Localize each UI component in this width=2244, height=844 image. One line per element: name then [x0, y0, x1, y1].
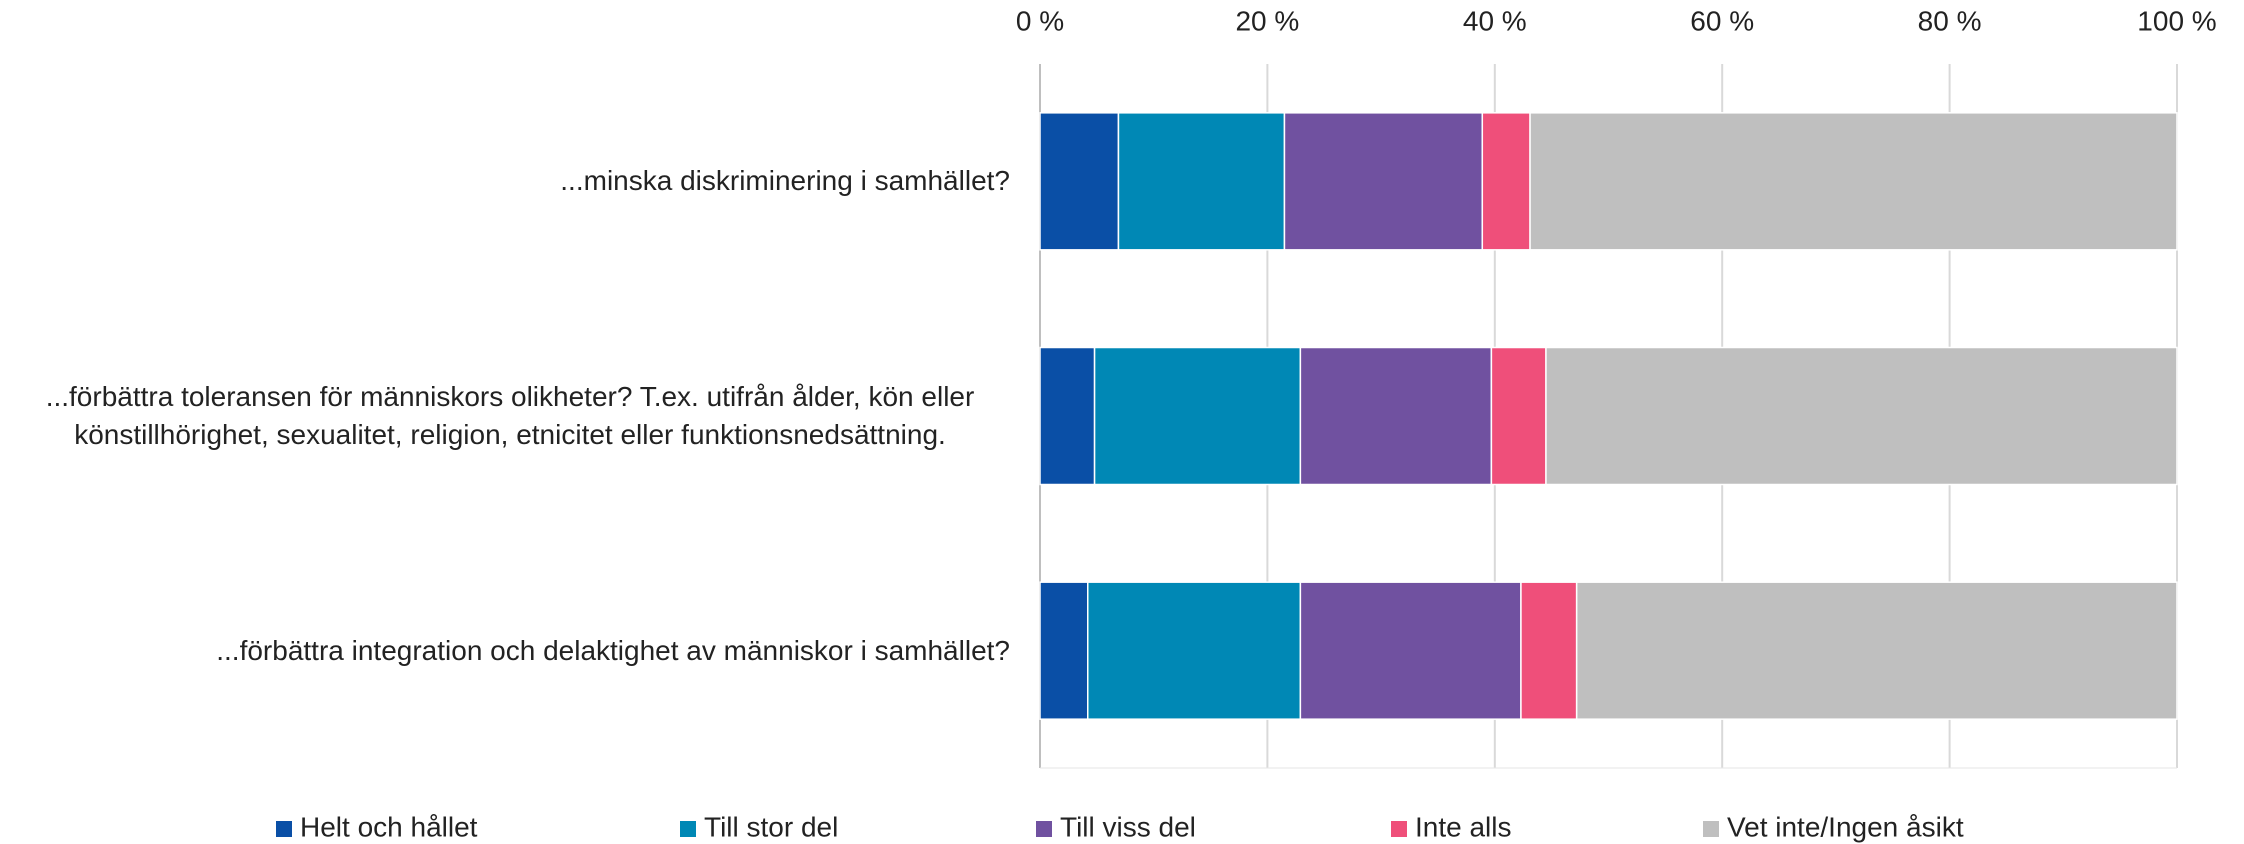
bar-segment	[1283, 112, 1484, 251]
bar-segment	[1520, 581, 1578, 720]
legend-label: Helt och hållet	[300, 811, 478, 842]
bar-segment	[1117, 112, 1286, 251]
category-label: ...förbättra toleransen för människors o…	[45, 381, 975, 450]
bar-segment	[1039, 346, 1096, 486]
bar-segment	[1093, 346, 1302, 486]
bar-segment	[1299, 581, 1522, 720]
bar-segment	[1545, 346, 2178, 486]
legend-marker	[1391, 821, 1407, 837]
bar-segment	[1490, 346, 1547, 486]
legend-label: Till viss del	[1060, 811, 1196, 842]
legend-marker	[276, 821, 292, 837]
legend-marker	[1703, 821, 1719, 837]
category-label-box: ...förbättra integration och delaktighet…	[0, 591, 1010, 711]
x-tick-label: 100 %	[2137, 5, 2216, 36]
bar-segment	[1039, 581, 1089, 720]
x-tick-label: 0 %	[1016, 5, 1064, 36]
category-label: ...minska diskriminering i samhället?	[560, 165, 1010, 197]
legend-label: Vet inte/Ingen åsikt	[1727, 811, 1964, 842]
legend-marker	[1036, 821, 1052, 837]
x-tick-label: 40 %	[1463, 5, 1527, 36]
x-tick-label: 80 %	[1918, 5, 1982, 36]
legend-label: Inte alls	[1415, 811, 1512, 842]
bar-segment	[1529, 112, 2178, 251]
x-tick-label: 20 %	[1235, 5, 1299, 36]
bar-segment	[1087, 581, 1302, 720]
bar-segment	[1481, 112, 1531, 251]
category-label: ...förbättra integration och delaktighet…	[216, 634, 1010, 666]
legend-marker	[680, 821, 696, 837]
category-label-box: ...förbättra toleransen för människors o…	[0, 356, 1010, 476]
bar-segment	[1299, 346, 1493, 486]
bar-segment	[1039, 112, 1120, 251]
category-label-box: ...minska diskriminering i samhället?	[0, 121, 1010, 241]
bar-segment	[1575, 581, 2178, 720]
x-tick-label: 60 %	[1690, 5, 1754, 36]
legend-label: Till stor del	[704, 811, 838, 842]
